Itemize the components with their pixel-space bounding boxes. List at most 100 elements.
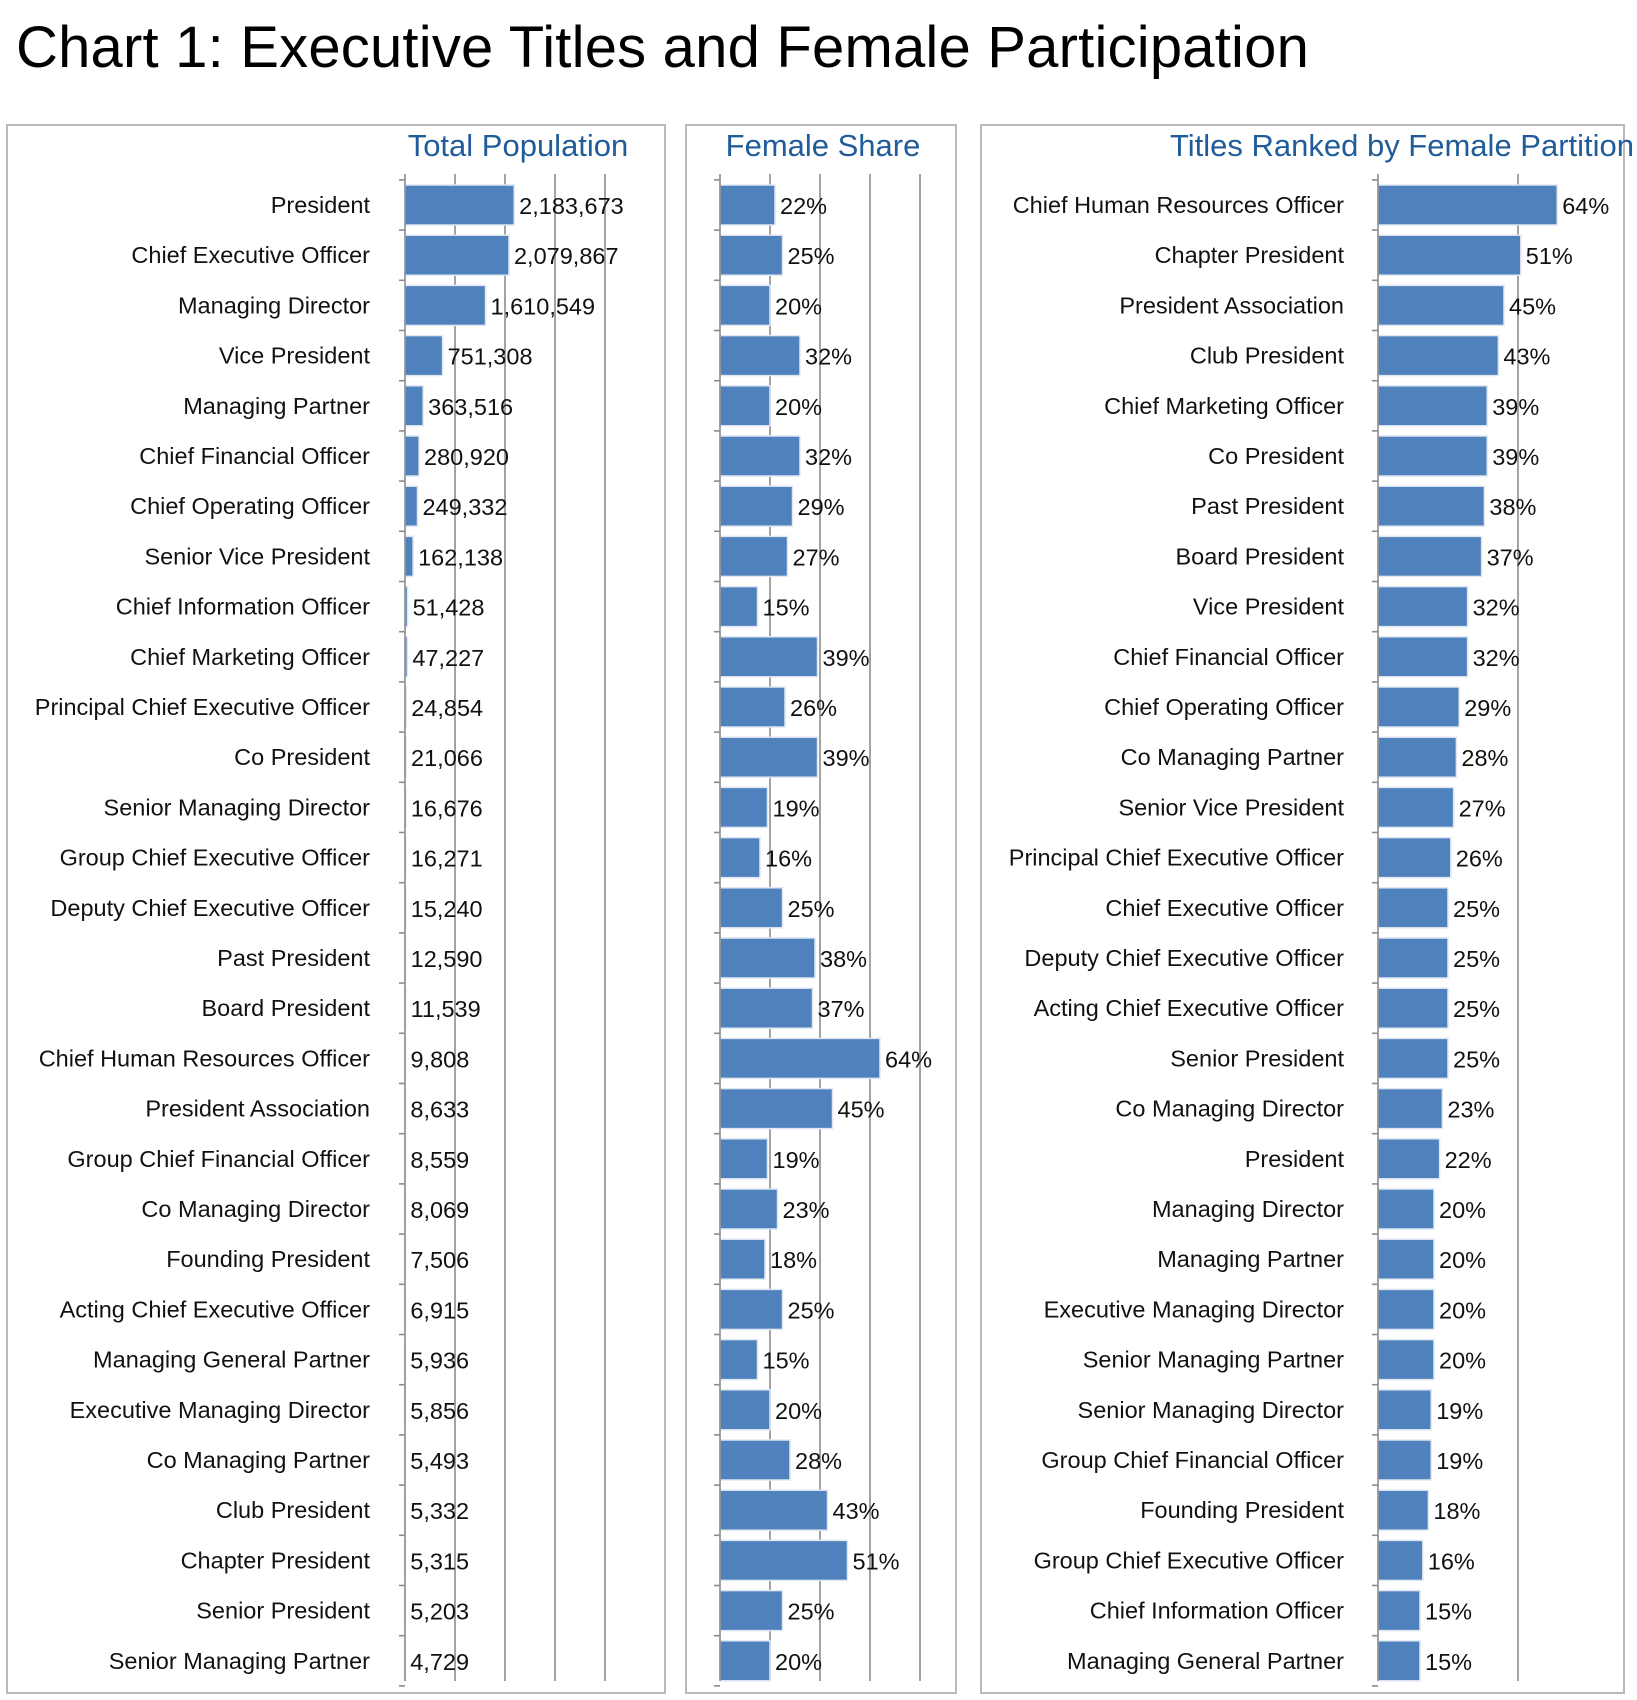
bar xyxy=(719,686,786,728)
category-label: Past President xyxy=(217,945,370,971)
data-label: 51,428 xyxy=(413,595,485,621)
data-label: 47,227 xyxy=(412,645,484,671)
category-label: Co Managing Partner xyxy=(147,1447,371,1473)
data-label: 20% xyxy=(775,1649,822,1675)
data-label: 45% xyxy=(1509,293,1556,319)
bar xyxy=(719,1389,771,1431)
category-label: Vice President xyxy=(219,343,371,369)
bar xyxy=(1377,1439,1432,1481)
data-label: 9,808 xyxy=(410,1046,469,1072)
bar xyxy=(719,385,771,427)
bar xyxy=(719,636,819,678)
data-label: 32% xyxy=(1473,595,1520,621)
bar xyxy=(1377,1037,1449,1080)
data-label: 162,138 xyxy=(418,544,503,570)
category-label: Club President xyxy=(1190,343,1345,369)
data-label: 6,915 xyxy=(410,1297,469,1323)
bar xyxy=(1377,1138,1441,1180)
category-label: Group Chief Financial Officer xyxy=(67,1146,370,1172)
data-label: 22% xyxy=(780,193,827,219)
category-label: Managing General Partner xyxy=(93,1347,370,1373)
data-label: 5,493 xyxy=(410,1448,469,1474)
data-label: 5,856 xyxy=(410,1398,469,1424)
data-label: 15% xyxy=(763,595,810,621)
bar xyxy=(719,1288,784,1331)
category-label: Chapter President xyxy=(181,1547,371,1573)
data-label: 51% xyxy=(853,1548,900,1574)
female-share-chart: Female Share 22% 25% 20% 32% 20% 32% 29% 27% 15% 3… xyxy=(714,128,932,1687)
data-label: 25% xyxy=(788,896,835,922)
data-label: 15,240 xyxy=(411,896,483,922)
data-label: 20% xyxy=(1439,1247,1486,1273)
bar xyxy=(1377,987,1449,1029)
bar xyxy=(404,334,444,377)
bar xyxy=(719,284,771,327)
data-label: 2,079,867 xyxy=(514,243,619,269)
data-label: 8,559 xyxy=(410,1147,469,1173)
data-label: 751,308 xyxy=(448,344,533,370)
bar xyxy=(1377,1539,1424,1582)
category-label: Chief Marketing Officer xyxy=(130,644,370,670)
total-population-chart: Total Population President 2,183,673 Chief … xyxy=(35,128,628,1687)
bar xyxy=(1377,1188,1435,1230)
category-label: Co Managing Director xyxy=(141,1196,370,1222)
category-label: Principal Chief Executive Officer xyxy=(1009,845,1344,871)
bar xyxy=(1377,736,1458,778)
category-label: President xyxy=(271,192,371,218)
bar xyxy=(719,535,789,578)
bar xyxy=(719,334,801,377)
category-label: Past President xyxy=(1191,493,1344,519)
chart-title: Chart 1: Executive Titles and Female Par… xyxy=(16,15,1310,80)
category-label: Board President xyxy=(201,995,370,1021)
bar xyxy=(719,1037,881,1080)
category-label: Board President xyxy=(1175,543,1344,569)
category-label: Group Chief Financial Officer xyxy=(1041,1447,1344,1473)
female-share-panel: Female Share 22% 25% 20% 32% 20% 32% 29% 27% 15% 3… xyxy=(685,124,957,1694)
category-label: Group Chief Executive Officer xyxy=(60,845,371,871)
bar xyxy=(1377,1338,1435,1381)
bar xyxy=(719,1188,779,1230)
category-label: Chief Executive Officer xyxy=(131,242,370,268)
bar xyxy=(404,184,515,226)
bar xyxy=(719,435,801,477)
data-label: 25% xyxy=(1453,896,1500,922)
category-label: Group Chief Executive Officer xyxy=(1034,1547,1345,1573)
data-label: 43% xyxy=(1503,344,1550,370)
data-label: 28% xyxy=(1461,745,1508,771)
data-label: 280,920 xyxy=(424,444,509,470)
data-label: 8,633 xyxy=(410,1097,469,1123)
category-label: President Association xyxy=(1119,292,1344,318)
data-label: 43% xyxy=(833,1498,880,1524)
data-label: 5,203 xyxy=(410,1599,469,1625)
total-population-panel: Total Population President 2,183,673 Chief … xyxy=(6,124,666,1694)
category-label: Club President xyxy=(216,1497,371,1523)
category-label: Managing Partner xyxy=(1157,1246,1344,1272)
data-label: 16,271 xyxy=(411,846,483,872)
data-label: 20% xyxy=(1439,1197,1486,1223)
bar xyxy=(1377,1087,1444,1130)
data-label: 64% xyxy=(1562,193,1609,219)
bar xyxy=(719,485,794,527)
bar xyxy=(719,1087,834,1130)
data-label: 25% xyxy=(1453,946,1500,972)
category-label: Chief Financial Officer xyxy=(1113,644,1344,670)
category-label: Chief Financial Officer xyxy=(139,443,370,469)
data-label: 2,183,673 xyxy=(519,193,624,219)
category-label: Chief Operating Officer xyxy=(130,493,370,519)
ranked-female-panel: Titles Ranked by Female Partition Chief H… xyxy=(980,124,1634,1694)
bar xyxy=(1377,937,1449,979)
data-label: 7,506 xyxy=(410,1247,469,1273)
bar xyxy=(719,234,784,276)
data-label: 11,539 xyxy=(411,996,481,1022)
category-label: Acting Chief Executive Officer xyxy=(1034,995,1345,1021)
bar xyxy=(404,435,420,477)
bar xyxy=(1377,686,1460,728)
bar xyxy=(719,1138,769,1180)
data-label: 25% xyxy=(1453,996,1500,1022)
bar xyxy=(404,485,419,527)
data-label: 15% xyxy=(763,1348,810,1374)
bar xyxy=(719,1338,759,1381)
category-label: Chief Information Officer xyxy=(116,594,370,620)
data-label: 45% xyxy=(838,1097,885,1123)
category-label: Deputy Chief Executive Officer xyxy=(1024,945,1344,971)
